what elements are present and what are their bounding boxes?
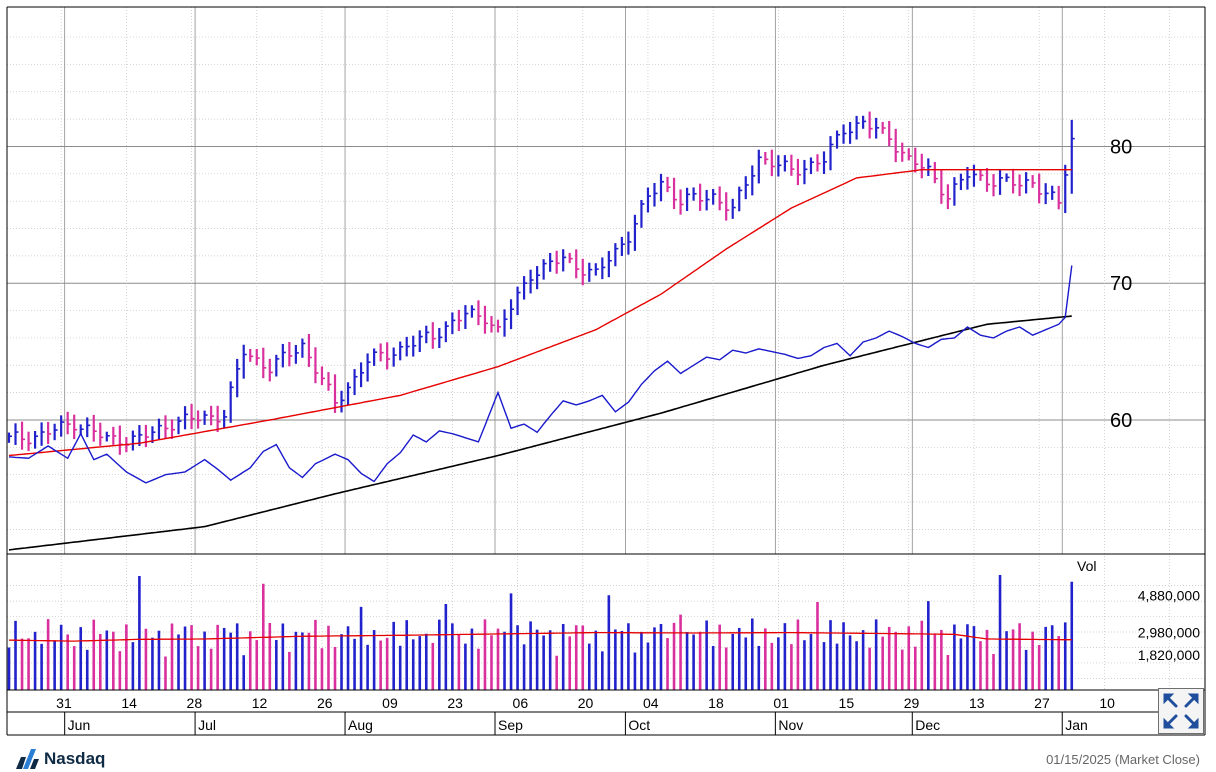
day-tick-label: 28 bbox=[187, 695, 203, 711]
month-tick-label: Sep bbox=[498, 717, 523, 733]
day-tick-label: 14 bbox=[121, 695, 137, 711]
day-tick-label: 27 bbox=[1034, 695, 1050, 711]
axis-labels: 60 70 80 Vol 4,880,000 2,980,000 1,820,000 31 14… bbox=[56, 136, 1200, 733]
volume-bars bbox=[7, 575, 1074, 690]
volume-tick-label: 4,880,000 bbox=[1138, 588, 1200, 604]
nasdaq-logo[interactable]: Nasdaq bbox=[14, 748, 105, 770]
day-tick-label: 18 bbox=[708, 695, 724, 711]
expand-chart-button[interactable] bbox=[1158, 688, 1204, 734]
month-tick-label: Jan bbox=[1065, 717, 1088, 733]
volume-tick-label: 2,980,000 bbox=[1138, 624, 1200, 640]
month-tick-label: Dec bbox=[915, 717, 940, 733]
month-tick-label: Jul bbox=[198, 717, 216, 733]
moving-average-200-line bbox=[8, 315, 1072, 551]
month-tick-label: Oct bbox=[628, 717, 650, 733]
day-tick-label: 31 bbox=[56, 695, 72, 711]
market-close-date: 01/15/2025 (Market Close) bbox=[1046, 752, 1200, 767]
indicator-lines bbox=[8, 168, 1073, 642]
day-tick-label: 06 bbox=[513, 695, 529, 711]
day-tick-label: 23 bbox=[447, 695, 463, 711]
day-tick-label: 29 bbox=[904, 695, 920, 711]
chart-frame bbox=[6, 6, 1206, 736]
price-tick-label: 80 bbox=[1110, 136, 1132, 158]
day-tick-label: 01 bbox=[773, 695, 789, 711]
price-tick-label: 60 bbox=[1110, 410, 1132, 432]
day-tick-label: 09 bbox=[382, 695, 398, 711]
nasdaq-brand-text: Nasdaq bbox=[44, 749, 106, 768]
day-tick-label: 20 bbox=[578, 695, 594, 711]
relative-strength-line bbox=[8, 265, 1073, 484]
day-tick-label: 15 bbox=[839, 695, 855, 711]
price-bars bbox=[7, 111, 1075, 455]
volume-tick-label: 1,820,000 bbox=[1138, 647, 1200, 663]
expand-arrows-icon bbox=[1163, 693, 1199, 729]
moving-average-50-line bbox=[8, 168, 1072, 457]
month-tick-label: Jun bbox=[68, 717, 91, 733]
month-tick-label: Aug bbox=[348, 717, 373, 733]
day-tick-label: 04 bbox=[643, 695, 659, 711]
day-tick-label: 13 bbox=[969, 695, 985, 711]
day-tick-label: 12 bbox=[252, 695, 268, 711]
grid-layer bbox=[7, 7, 1205, 735]
nasdaq-logo-icon bbox=[16, 749, 39, 769]
volume-axis-label: Vol bbox=[1077, 558, 1096, 574]
price-tick-label: 70 bbox=[1110, 273, 1132, 295]
day-tick-label: 26 bbox=[317, 695, 333, 711]
month-tick-label: Nov bbox=[778, 717, 803, 733]
volume-average-line bbox=[8, 631, 1072, 642]
day-tick-label: 10 bbox=[1099, 695, 1115, 711]
